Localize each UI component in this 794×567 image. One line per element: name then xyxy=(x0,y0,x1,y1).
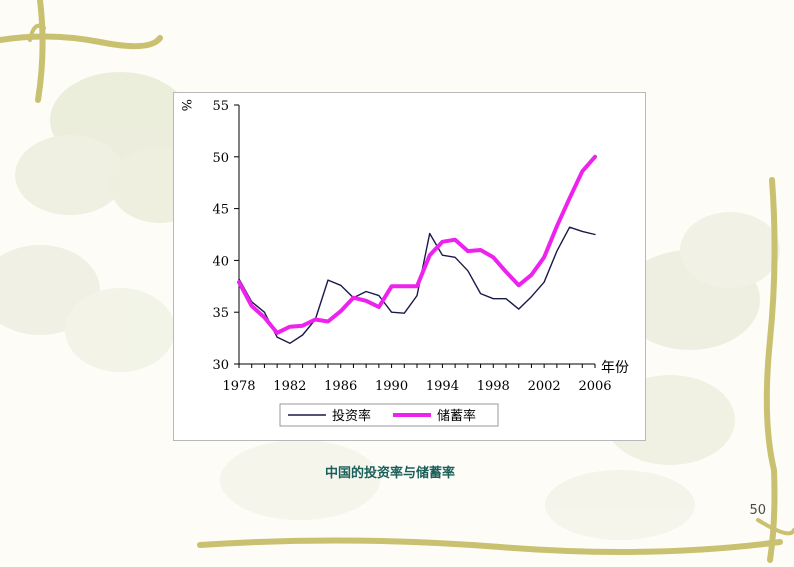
x-tick-label: 1994 xyxy=(426,379,459,394)
legend-label-1: 投资率 xyxy=(332,408,371,424)
y-tick-label: 40 xyxy=(212,254,229,269)
chart-axes xyxy=(234,104,596,368)
page-number: 50 xyxy=(749,503,766,518)
y-tick-label: 45 xyxy=(212,203,229,218)
y-tick-label: 55 xyxy=(212,99,229,114)
x-tick-label: 1978 xyxy=(222,379,255,394)
x-tick-label: 1990 xyxy=(375,379,408,394)
decorative-blossom xyxy=(0,72,780,540)
x-tick-label: 1982 xyxy=(273,379,306,394)
y-tick-label: 50 xyxy=(212,151,229,166)
chart-tick-labels: 55 50 45 40 35 30 1978 1982 1986 1990 1994 1998 2002… xyxy=(178,99,629,394)
chart-legend: 投资率 储蓄率 xyxy=(279,403,499,427)
legend-box xyxy=(279,403,499,427)
y-tick-label: 35 xyxy=(212,306,229,321)
y-unit-label: % xyxy=(178,99,193,111)
x-tick-label: 1998 xyxy=(477,379,510,394)
x-tick-label: 2002 xyxy=(528,379,561,394)
series-line-2 xyxy=(237,154,597,335)
chart-series-lines xyxy=(237,154,597,345)
series-line-1 xyxy=(238,226,596,345)
chart-caption: 中国的投资率与储蓄率 xyxy=(324,466,455,481)
chart-panel: 55 50 45 40 35 30 1978 1982 1986 1990 1994 1998 2002… xyxy=(173,92,646,441)
x-tick-label: 2006 xyxy=(578,379,611,394)
y-tick-label: 30 xyxy=(212,358,229,373)
x-tick-label: 1986 xyxy=(324,379,357,394)
chart: 55 50 45 40 35 30 1978 1982 1986 1990 1994 1998 2002… xyxy=(178,99,629,427)
legend-label-2: 储蓄率 xyxy=(437,408,476,424)
x-axis-label: 年份 xyxy=(601,360,629,376)
